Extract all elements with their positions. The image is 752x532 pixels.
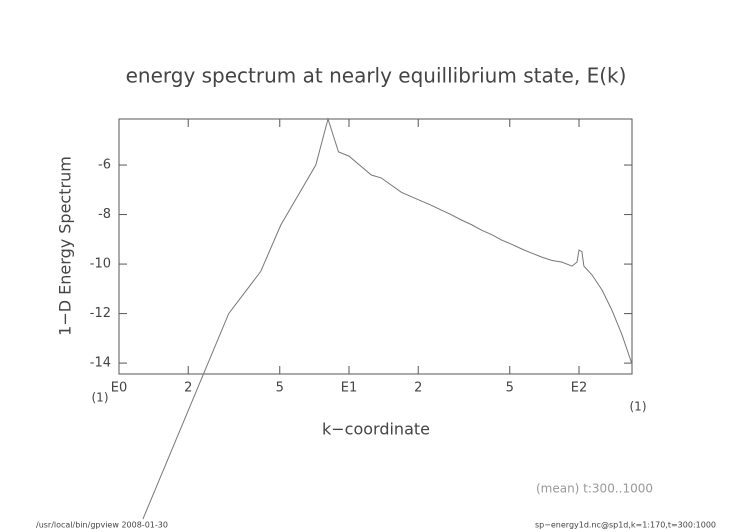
y-tick-label: -14 (90, 356, 111, 371)
chart-title: energy spectrum at nearly equillibrium s… (126, 64, 627, 88)
y-tick-label: -12 (90, 306, 111, 321)
footer-left: /usr/local/bin/gpview 2008-01-30 (36, 521, 168, 530)
y-tick-label: -6 (98, 158, 111, 173)
x-unit-right: (1) (630, 400, 647, 414)
x-tick-label: 2 (184, 381, 192, 396)
annotation: (mean) t:300..1000 (536, 482, 653, 496)
plot-frame (118, 118, 633, 375)
footer-right: sp−energy1d.nc@sp1d,k=1:170,t=300:1000 (535, 521, 716, 530)
x-tick-label: 5 (276, 381, 284, 396)
x-tick-label: E1 (341, 381, 358, 396)
x-tick-label: 2 (414, 381, 422, 396)
x-tick-label: E2 (571, 381, 588, 396)
y-tick-label: -8 (98, 207, 111, 222)
x-unit-left: (1) (92, 391, 109, 405)
x-tick-label: E0 (111, 381, 128, 396)
x-tick-label: 5 (506, 381, 514, 396)
data-line (142, 117, 633, 520)
y-axis-label: 1−D Energy Spectrum (56, 156, 75, 336)
y-tick-label: -10 (90, 257, 111, 272)
x-axis-label: k−coordinate (322, 420, 430, 439)
